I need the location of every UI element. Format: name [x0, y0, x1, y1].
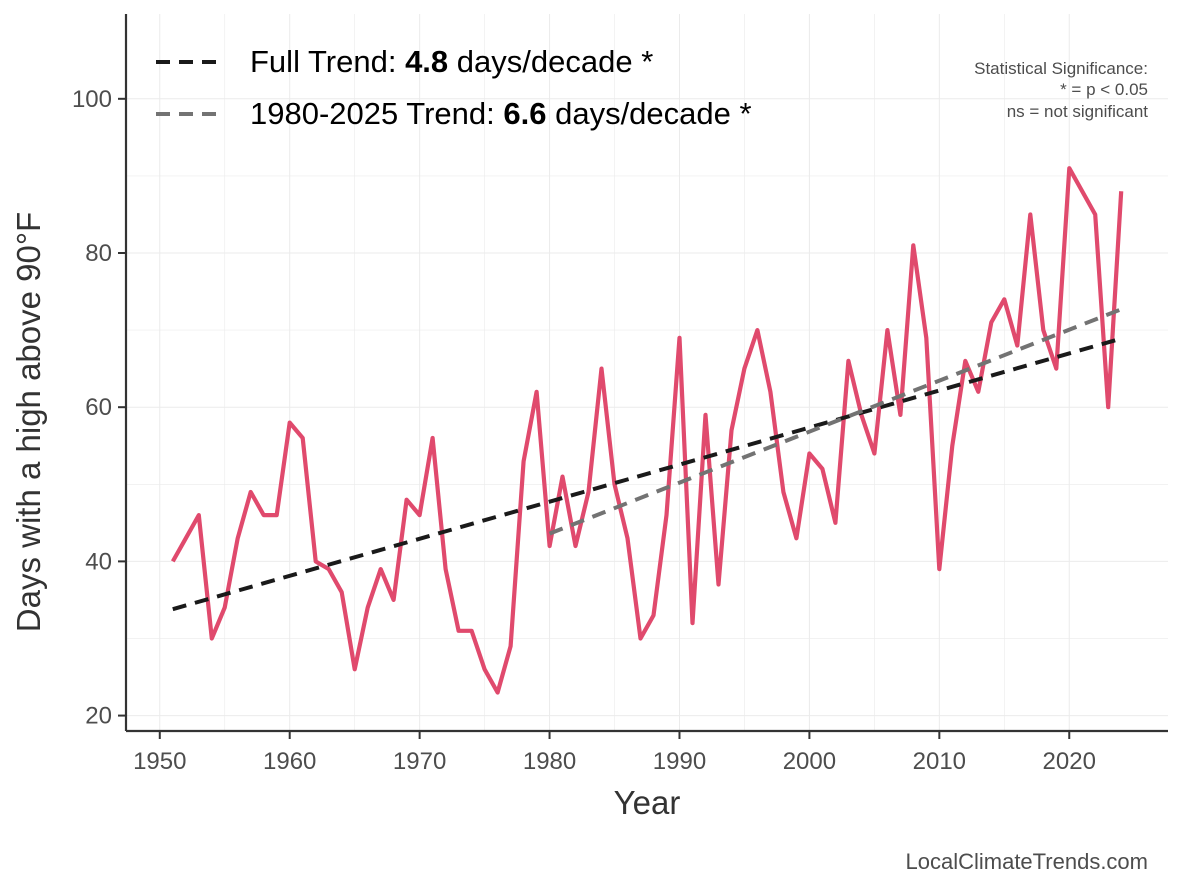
y-axis-ticks: 20 40 60 80 100 [72, 86, 126, 730]
source-credit: LocalClimateTrends.com [906, 849, 1149, 874]
y-tick-label: 80 [85, 240, 112, 267]
x-tick-label: 2020 [1043, 748, 1096, 775]
y-tick-label: 40 [85, 548, 112, 575]
legend-full-slope: 4.8 [405, 44, 448, 79]
y-axis-title: Days with a high above 90°F [10, 212, 47, 632]
significance-note-line-1: Statistical Significance: [974, 59, 1148, 78]
significance-note-line-3: ns = not significant [1007, 102, 1149, 121]
x-tick-label: 1950 [133, 748, 186, 775]
y-tick-label: 100 [72, 86, 112, 113]
legend-recent-prefix: 1980-2025 Trend: [250, 96, 503, 131]
x-tick-label: 1980 [523, 748, 576, 775]
x-tick-label: 2000 [783, 748, 836, 775]
series-lines [170, 166, 1124, 695]
legend-full-suffix: days/decade * [448, 44, 653, 79]
y-tick-label: 60 [85, 394, 112, 421]
legend-full-prefix: Full Trend: [250, 44, 405, 79]
x-tick-label: 1970 [393, 748, 446, 775]
legend-label-full-trend: Full Trend: 4.8 days/decade * [250, 44, 653, 79]
x-tick-label: 1990 [653, 748, 706, 775]
trend-line-full [172, 336, 1122, 612]
x-axis-title: Year [614, 784, 681, 821]
x-tick-label: 1960 [263, 748, 316, 775]
legend-label-recent-trend: 1980-2025 Trend: 6.6 days/decade * [250, 96, 752, 131]
legend-recent-suffix: days/decade * [546, 96, 751, 131]
x-tick-label: 2010 [913, 748, 966, 775]
trend-line-1980-2025 [548, 307, 1122, 536]
trend-lines [172, 307, 1122, 612]
legend-recent-slope: 6.6 [503, 96, 546, 131]
axes [124, 14, 1168, 733]
series-line-hot-days [170, 166, 1124, 695]
legend: Full Trend: 4.8 days/decade * 1980-2025 … [156, 44, 752, 131]
y-tick-label: 20 [85, 703, 112, 730]
significance-note-line-2: * = p < 0.05 [1060, 80, 1148, 99]
significance-note: Statistical Significance: * = p < 0.05 n… [974, 59, 1148, 121]
x-axis-ticks: 1950 1960 1970 1980 1990 2000 2010 2020 [133, 731, 1096, 775]
